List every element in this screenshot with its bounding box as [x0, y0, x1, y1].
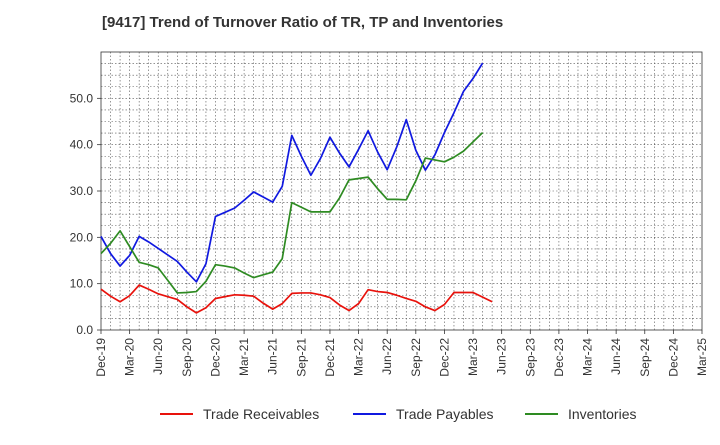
x-tick-label: Jun-23 — [495, 338, 509, 375]
x-tick-label: Jun-22 — [380, 338, 394, 375]
x-tick-label: Sep-23 — [523, 338, 537, 377]
inventories-legend-label: Inventories — [568, 406, 636, 422]
x-tick-label: Mar-25 — [695, 338, 709, 376]
inventories-line — [100, 132, 484, 294]
x-tick-label: Dec-24 — [666, 338, 680, 377]
y-tick-label: 30.0 — [70, 184, 94, 198]
chart-title: [9417] Trend of Turnover Ratio of TR, TP… — [102, 14, 504, 31]
x-tick-label: Sep-20 — [180, 338, 194, 377]
x-tick-label: Dec-21 — [323, 338, 337, 377]
trade-receivables-line — [100, 284, 493, 314]
x-tick-label: Dec-19 — [94, 338, 108, 377]
x-tick-label: Dec-22 — [437, 338, 451, 377]
trade-payables-legend-label: Trade Payables — [396, 406, 494, 422]
x-tick-label: Sep-22 — [409, 338, 423, 377]
x-tick-label: Dec-20 — [208, 338, 222, 377]
y-tick-label: 20.0 — [70, 230, 94, 244]
x-tick-label: Jun-24 — [609, 338, 623, 375]
y-tick-label: 50.0 — [70, 91, 94, 105]
x-tick-label: Sep-24 — [638, 338, 652, 377]
x-tick-label: Mar-22 — [352, 338, 366, 376]
x-tick-label: Jun-21 — [266, 338, 280, 375]
trade-payables-line — [100, 62, 484, 283]
x-tick-label: Mar-21 — [237, 338, 251, 376]
trade-receivables-legend-label: Trade Receivables — [203, 406, 319, 422]
y-tick-label: 0.0 — [76, 323, 93, 337]
x-tick-label: Dec-23 — [552, 338, 566, 377]
x-tick-label: Jun-20 — [151, 338, 165, 375]
y-tick-label: 40.0 — [70, 138, 94, 152]
x-tick-label: Sep-21 — [294, 338, 308, 377]
x-tick-label: Mar-23 — [466, 338, 480, 376]
y-tick-label: 10.0 — [70, 277, 94, 291]
plot-frame — [100, 51, 703, 331]
x-tick-label: Mar-20 — [123, 338, 137, 376]
x-tick-label: Mar-24 — [581, 338, 595, 376]
